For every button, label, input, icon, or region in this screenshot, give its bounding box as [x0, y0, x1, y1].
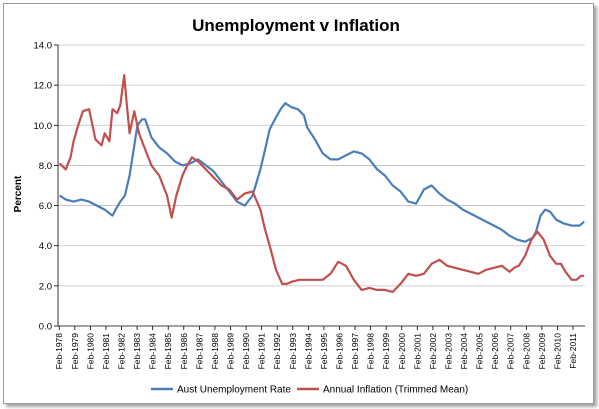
y-axis-label: Percent — [13, 175, 24, 212]
x-tick-label: Feb-2004 — [459, 333, 469, 370]
chart-title: Unemployment v Inflation — [192, 16, 400, 35]
x-tick-label: Feb-2011 — [568, 333, 578, 369]
y-tick-label: 14.0 — [34, 41, 53, 52]
y-tick-label: 10.0 — [34, 121, 53, 132]
y-tick-label: 4.0 — [39, 241, 52, 252]
chart-container: Unemployment v Inflation Percent 0.0 2.0 4… — [3, 3, 594, 404]
series-lines — [58, 73, 585, 293]
x-tick-label: Feb-1978 — [54, 333, 64, 370]
x-tick-label: Feb-2006 — [490, 333, 500, 370]
x-tick-label: Feb-1991 — [257, 333, 267, 370]
axes: 0.0 2.0 4.0 6.0 8.0 10.0 12.0 14.0 Feb-1978 Feb-1… — [34, 41, 585, 370]
x-tick-label: Feb-1998 — [366, 333, 376, 370]
x-tick-label: Feb-1985 — [163, 333, 173, 370]
x-tick-label: Feb-1986 — [179, 333, 189, 370]
gridlines — [58, 44, 585, 287]
x-tick-label: Feb-1990 — [241, 333, 251, 370]
line-chart: Unemployment v Inflation Percent 0.0 2.0 4… — [13, 16, 585, 396]
x-tick-label: Feb-1989 — [226, 333, 236, 370]
x-tick-label: Feb-2008 — [521, 333, 531, 370]
x-tick-label: Feb-1992 — [272, 333, 282, 370]
x-tick-label: Feb-2003 — [443, 333, 453, 370]
y-tick-label: 12.0 — [34, 81, 53, 92]
x-tick-label: Feb-1993 — [288, 333, 298, 370]
series-line-0 — [58, 102, 585, 243]
x-tick-label: Feb-1984 — [148, 333, 158, 370]
legend-label: Aust Unemployment Rate — [177, 385, 291, 396]
x-tick-label: Feb-1997 — [350, 333, 360, 370]
x-tick-label: Feb-1999 — [381, 333, 391, 370]
legend-label: Annual Inflation (Trimmed Mean) — [323, 385, 468, 396]
x-tick-label: Feb-2009 — [537, 333, 547, 370]
x-tick-label: Feb-2010 — [552, 333, 562, 370]
x-tick-label: Feb-2000 — [397, 333, 407, 370]
x-tick-label: Feb-1982 — [117, 333, 127, 370]
x-tick-label: Feb-1979 — [70, 333, 80, 370]
x-tick-label: Feb-2007 — [506, 333, 516, 370]
x-tick-label: Feb-1995 — [319, 333, 329, 370]
x-tick-label: Feb-1988 — [210, 333, 220, 370]
x-tick-label: Feb-1987 — [194, 333, 204, 370]
x-tick-label: Feb-1994 — [303, 333, 313, 370]
x-tick-label: Feb-2001 — [412, 333, 422, 370]
series-line-1 — [58, 73, 585, 293]
x-tick-label: Feb-1981 — [101, 333, 111, 370]
x-tick-label: Feb-1996 — [334, 333, 344, 370]
x-tick-label: Feb-2005 — [475, 333, 485, 370]
x-tick-label: Feb-1980 — [85, 333, 95, 370]
y-tick-label: 6.0 — [39, 201, 52, 212]
y-tick-label: 2.0 — [39, 281, 52, 292]
x-tick-label: Feb-2002 — [428, 333, 438, 370]
y-tick-label: 8.0 — [39, 161, 52, 172]
y-tick-label: 0.0 — [39, 322, 52, 333]
legend: Aust Unemployment Rate Annual Inflation (… — [151, 385, 468, 396]
x-tick-label: Feb-1983 — [132, 333, 142, 370]
